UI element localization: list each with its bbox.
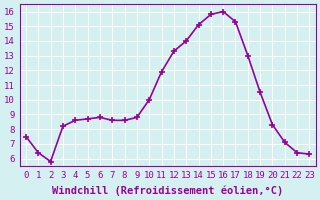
X-axis label: Windchill (Refroidissement éolien,°C): Windchill (Refroidissement éolien,°C) [52,185,283,196]
